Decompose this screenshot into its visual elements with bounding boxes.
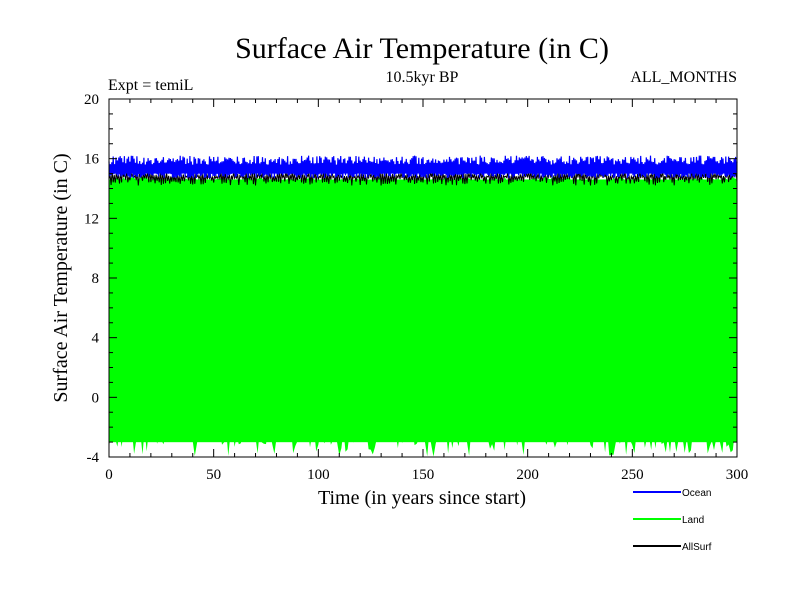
allsurf-series: [108, 170, 738, 186]
period-label: 10.5kyr BP: [386, 69, 459, 86]
x-tick-label: 100: [307, 467, 330, 483]
land-troughs: [109, 179, 737, 457]
chart-title: Surface Air Temperature (in C): [235, 32, 609, 65]
legend-label-allsurf: AllSurf: [682, 542, 712, 553]
y-tick-label: 4: [92, 331, 100, 347]
allsurf-line: [108, 170, 738, 186]
ocean-series: [108, 155, 738, 179]
y-tick-label: 12: [84, 211, 99, 227]
legend: Ocean Land AllSurf: [633, 488, 712, 553]
x-tick-label: 150: [412, 467, 435, 483]
ocean-line: [108, 155, 738, 179]
y-tick-label: 0: [92, 390, 100, 406]
plot-area: [108, 155, 738, 457]
y-tick-label: 20: [84, 92, 99, 108]
y-tick-label: 16: [84, 152, 100, 168]
x-tick-label: 250: [621, 467, 644, 483]
y-tick-label: -4: [87, 450, 100, 466]
y-axis: -4 0 4 8 12 16 20: [84, 92, 737, 466]
x-tick-label: 300: [726, 467, 749, 483]
x-tick-label: 50: [206, 467, 221, 483]
land-series: [109, 176, 737, 457]
x-tick-label: 0: [105, 467, 113, 483]
y-tick-label: 8: [92, 271, 100, 287]
x-axis-label: Time (in years since start): [318, 487, 526, 509]
legend-label-ocean: Ocean: [682, 488, 711, 499]
x-axis: 0 50 100 150 200 250 300: [105, 99, 748, 483]
x-tick-label: 200: [516, 467, 539, 483]
experiment-label: Expt = temiL: [108, 77, 193, 94]
legend-label-land: Land: [682, 515, 704, 526]
months-label: ALL_MONTHS: [630, 69, 737, 86]
y-axis-label: Surface Air Temperature (in C): [50, 153, 72, 402]
